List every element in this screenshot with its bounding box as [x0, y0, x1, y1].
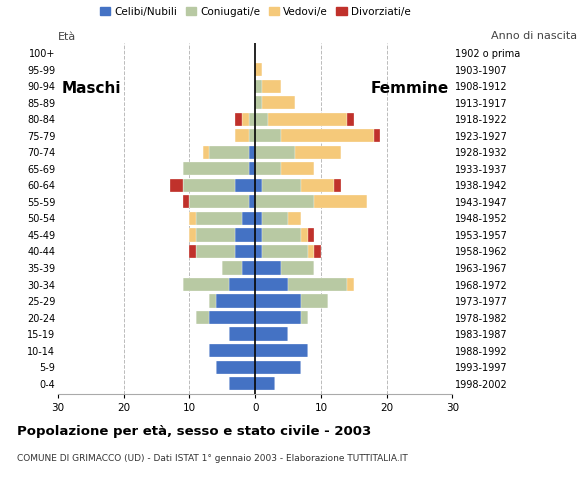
Bar	[262, 80, 281, 93]
Bar	[255, 377, 275, 390]
Bar	[301, 311, 308, 324]
Bar	[255, 228, 262, 241]
Bar	[262, 179, 301, 192]
Bar	[202, 145, 209, 159]
Bar	[347, 113, 354, 126]
Text: Età: Età	[58, 32, 76, 42]
Bar	[262, 212, 288, 225]
Bar	[242, 212, 255, 225]
Bar	[190, 245, 196, 258]
Bar	[301, 228, 308, 241]
Bar	[301, 179, 334, 192]
Text: Anno di nascita: Anno di nascita	[491, 31, 577, 41]
Bar	[229, 327, 255, 341]
Bar	[347, 278, 354, 291]
Bar	[196, 212, 242, 225]
Bar	[334, 179, 340, 192]
Bar	[281, 162, 314, 175]
Bar	[255, 344, 308, 357]
Bar	[196, 228, 235, 241]
Bar	[222, 262, 242, 275]
Bar	[249, 195, 255, 208]
Bar	[374, 129, 380, 143]
Bar	[288, 212, 301, 225]
Bar	[288, 278, 347, 291]
Bar	[255, 162, 281, 175]
Bar	[308, 245, 314, 258]
Bar	[255, 179, 262, 192]
Text: Femmine: Femmine	[371, 81, 449, 96]
Bar	[235, 245, 255, 258]
Bar	[235, 179, 255, 192]
Bar	[255, 311, 301, 324]
Bar	[216, 360, 255, 374]
Bar	[229, 278, 255, 291]
Bar	[255, 262, 281, 275]
Bar	[209, 294, 216, 308]
Bar	[255, 96, 262, 109]
Legend: Celibi/Nubili, Coniugati/e, Vedovi/e, Divorziati/e: Celibi/Nubili, Coniugati/e, Vedovi/e, Di…	[96, 3, 415, 21]
Bar	[255, 294, 301, 308]
Bar	[196, 245, 235, 258]
Bar	[183, 162, 249, 175]
Bar	[196, 311, 209, 324]
Bar	[255, 245, 262, 258]
Text: COMUNE DI GRIMACCO (UD) - Dati ISTAT 1° gennaio 2003 - Elaborazione TUTTITALIA.I: COMUNE DI GRIMACCO (UD) - Dati ISTAT 1° …	[17, 454, 408, 463]
Text: Popolazione per età, sesso e stato civile - 2003: Popolazione per età, sesso e stato civil…	[17, 425, 372, 438]
Bar	[209, 145, 249, 159]
Bar	[235, 228, 255, 241]
Bar	[249, 113, 255, 126]
Bar	[255, 63, 262, 76]
Bar	[308, 228, 314, 241]
Bar	[262, 96, 295, 109]
Bar	[242, 262, 255, 275]
Bar	[183, 179, 235, 192]
Bar	[170, 179, 183, 192]
Bar	[301, 294, 328, 308]
Bar	[269, 113, 347, 126]
Bar	[255, 360, 301, 374]
Bar	[190, 228, 196, 241]
Bar	[281, 262, 314, 275]
Bar	[209, 311, 255, 324]
Bar	[262, 228, 301, 241]
Bar	[295, 145, 340, 159]
Bar	[255, 113, 269, 126]
Bar	[235, 113, 242, 126]
Bar	[255, 145, 295, 159]
Bar	[229, 377, 255, 390]
Bar	[209, 344, 255, 357]
Bar	[242, 113, 249, 126]
Bar	[249, 129, 255, 143]
Bar	[255, 212, 262, 225]
Text: Maschi: Maschi	[61, 81, 121, 96]
Bar	[255, 80, 262, 93]
Bar	[255, 327, 288, 341]
Bar	[314, 195, 367, 208]
Bar	[314, 245, 321, 258]
Bar	[235, 129, 249, 143]
Bar	[190, 195, 249, 208]
Bar	[255, 195, 314, 208]
Bar	[249, 162, 255, 175]
Bar	[183, 195, 190, 208]
Bar	[255, 129, 281, 143]
Bar	[281, 129, 374, 143]
Bar	[262, 245, 308, 258]
Bar	[249, 145, 255, 159]
Bar	[216, 294, 255, 308]
Bar	[190, 212, 196, 225]
Bar	[183, 278, 229, 291]
Bar	[255, 278, 288, 291]
